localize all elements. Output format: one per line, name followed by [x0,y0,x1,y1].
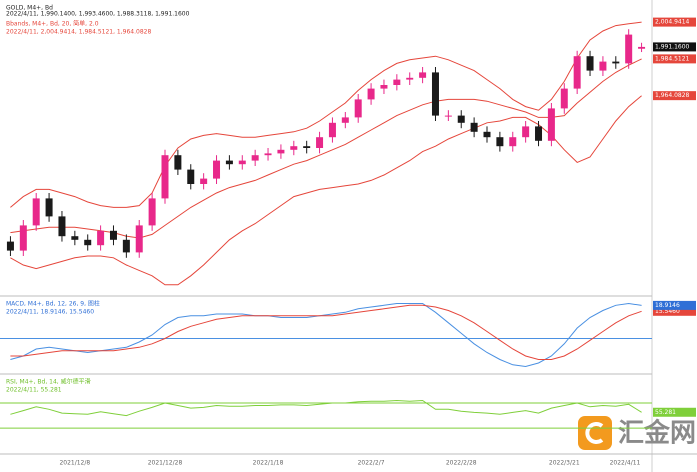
candle-body [444,115,452,117]
candle-body [573,56,581,89]
candle-body [303,146,311,148]
candle-body [135,225,143,253]
candle-body [238,160,246,165]
candle-body [84,239,92,246]
x-tick-label: 2022/4/11 [610,460,641,467]
candle-body [547,108,555,141]
price-label: 55.281 [655,409,676,416]
candle-body [612,61,620,64]
watermark-text: 汇金网 [618,418,696,449]
indicator-info: RSI, M4+, Bd, 14, 威尔德平滑 [6,378,91,386]
candle-body [470,122,478,132]
price-label-box [653,91,696,101]
candle-body [19,225,27,251]
candle-body [457,115,465,123]
candle-body [32,198,40,226]
price-label-box [653,300,696,310]
candle-body [316,137,324,148]
candle-body [71,236,79,240]
candle-body [496,137,504,147]
price-label-box [653,17,696,27]
indicator-line [10,304,642,360]
candle-body [393,79,401,85]
band-line [10,95,642,286]
candle-body [431,72,439,116]
indicator-line [10,302,642,368]
price-label: 18.9146 [655,302,680,309]
candle-body [625,34,633,64]
candle-body [148,198,156,226]
candle-body [638,46,646,49]
candle-body [122,239,130,253]
candle-body [277,149,285,154]
ohlc-readout: 2022/4/11, 1,990.1400, 1,993.4600, 1,988… [6,11,190,18]
price-label: 1,991.1600 [655,43,690,50]
candle-body [380,85,388,89]
price-label: 2,004.9414 [655,19,690,26]
candle-body [367,88,375,100]
candle-body [586,56,594,71]
candle-body [174,155,182,170]
watermark-logo [578,416,612,450]
candle-body [45,198,53,217]
price-label-box [653,306,696,316]
band-line [10,21,642,208]
candle-body [522,126,530,138]
price-label: 15.5460 [655,308,680,315]
x-tick-label: 2021/12/28 [148,460,183,467]
candle-body [6,241,14,251]
watermark: 汇金网 [578,416,696,450]
candle-body [535,126,543,141]
candle-body [406,77,414,80]
candle-body [483,131,491,138]
indicator-info: 2022/4/11, 55.281 [6,387,62,394]
candle-body [58,216,66,237]
candle-body [328,122,336,138]
watermark-icon [585,422,604,444]
price-label-box [653,54,696,64]
x-tick-label: 2021/12/8 [59,460,90,467]
candle-body [161,155,169,199]
indicator-info: Bbands, M4+, Bd, 20, 简单, 2.0 [6,20,99,28]
candle-body [560,88,568,109]
candle-body [225,160,233,165]
candle-body [419,72,427,78]
price-label-box [653,407,696,417]
price-label-box [653,42,696,52]
candle-body [290,146,298,150]
x-tick-label: 2022/2/28 [446,460,477,467]
candle-body [354,99,362,118]
candle-body [599,61,607,71]
candle-body [97,230,105,246]
indicator-info: GOLD, M4+, Bd [6,5,53,12]
candle-body [509,137,517,147]
price-label: 1,964.0828 [655,92,690,99]
candle-body [251,155,259,161]
indicator-info: MACD, M4+, Bd, 12, 26, 9, 图柱 [6,300,100,308]
x-tick-label: 2022/3/21 [549,460,580,467]
candle-body [213,160,221,179]
price-label: 1,984.5121 [655,55,690,62]
x-tick-label: 2022/2/7 [358,460,385,467]
candle-body [341,117,349,123]
indicator-info: 2022/4/11, 18.9146, 15.5460 [6,309,94,316]
candle-body [187,169,195,184]
indicator-info: 2022/4/11, 2,004.9414, 1,984.5121, 1,964… [6,29,151,36]
candle-body [200,178,208,184]
indicator-line [10,399,642,417]
x-tick-label: 2022/1/18 [253,460,284,467]
candle-body [109,230,117,240]
candle-body [264,153,272,156]
